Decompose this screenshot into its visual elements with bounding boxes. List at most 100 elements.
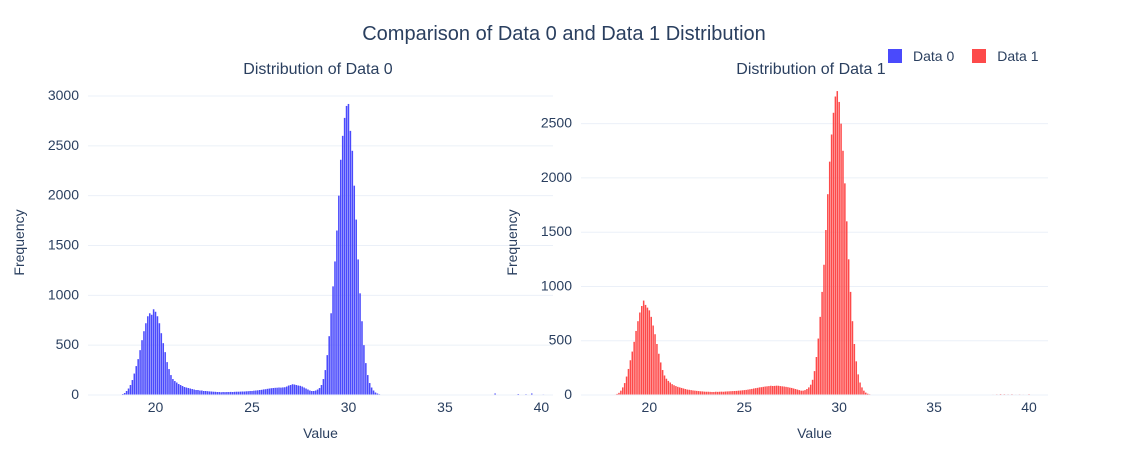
histogram-bar bbox=[214, 391, 217, 395]
histogram-bar bbox=[349, 130, 352, 395]
histogram-bar bbox=[633, 341, 635, 395]
histogram-bar bbox=[631, 351, 634, 395]
histogram-bar bbox=[705, 391, 708, 395]
histogram-bar bbox=[711, 391, 713, 395]
x-tick-label: 35 bbox=[926, 399, 942, 415]
histogram-bar bbox=[798, 390, 801, 395]
histogram-bar bbox=[123, 393, 126, 395]
histogram-bar bbox=[367, 375, 369, 395]
histogram-bar bbox=[857, 374, 859, 395]
histogram-bar bbox=[297, 385, 300, 395]
histogram-bar bbox=[764, 386, 766, 395]
histogram-bar bbox=[697, 391, 700, 395]
histogram-bar bbox=[762, 386, 764, 395]
histogram-bar bbox=[654, 334, 656, 395]
histogram-bar bbox=[703, 391, 706, 395]
histogram-bar bbox=[262, 389, 265, 395]
histogram-bar bbox=[622, 387, 624, 395]
legend-swatch-data-0 bbox=[888, 49, 902, 63]
histogram-bar bbox=[842, 150, 844, 395]
y-tick-label: 2000 bbox=[541, 169, 572, 185]
histogram-bar bbox=[351, 150, 354, 395]
histogram-bar bbox=[334, 261, 336, 395]
histogram-bar bbox=[804, 390, 806, 395]
legend: Data 0 Data 1 bbox=[888, 48, 1039, 64]
histogram-bar bbox=[648, 310, 651, 395]
histogram-bar bbox=[819, 316, 821, 395]
histogram-bar bbox=[314, 390, 317, 395]
histogram-bar bbox=[713, 391, 715, 395]
histogram-bar bbox=[659, 362, 662, 395]
histogram-bar bbox=[295, 385, 298, 395]
histogram-bar bbox=[806, 389, 808, 395]
histogram-bar bbox=[840, 123, 842, 396]
histogram-bar bbox=[237, 391, 240, 395]
histogram-bar bbox=[646, 307, 649, 395]
histogram-bar bbox=[197, 390, 199, 395]
histogram-bar bbox=[274, 387, 276, 395]
histogram-bar bbox=[684, 389, 687, 395]
histogram-bar bbox=[253, 390, 255, 395]
histogram-bar bbox=[365, 363, 367, 395]
histogram-bar bbox=[336, 230, 338, 395]
histogram-bar bbox=[181, 386, 184, 395]
histogram-bar bbox=[792, 388, 795, 395]
histogram-bar bbox=[709, 391, 711, 395]
histogram-bar bbox=[775, 385, 778, 395]
histogram-bar bbox=[730, 391, 732, 395]
histogram-bar bbox=[343, 117, 346, 395]
histogram-bar bbox=[148, 313, 151, 395]
y-axis-title: Frequency bbox=[504, 209, 520, 275]
histogram-bar bbox=[846, 221, 848, 395]
legend-item-data-0[interactable]: Data 0 bbox=[888, 48, 954, 64]
histogram-bar bbox=[235, 391, 238, 395]
histogram-bar bbox=[255, 390, 257, 395]
histogram-bar bbox=[289, 385, 292, 395]
histogram-bar bbox=[376, 393, 379, 395]
histogram-bar bbox=[770, 385, 772, 395]
histogram-bar bbox=[345, 105, 348, 395]
histogram-bar bbox=[233, 391, 236, 395]
histogram-bar bbox=[301, 386, 303, 395]
histogram-bar bbox=[753, 388, 755, 395]
histogram-bar bbox=[355, 219, 357, 395]
x-tick-label: 25 bbox=[244, 399, 260, 415]
y-tick-label: 1000 bbox=[48, 286, 79, 302]
subplot-title: Distribution of Data 0 bbox=[243, 61, 393, 78]
histogram-bar bbox=[783, 386, 785, 395]
histogram-bar bbox=[268, 388, 271, 395]
histogram-bar bbox=[825, 230, 827, 395]
histogram-bar bbox=[768, 386, 770, 395]
histogram-bar bbox=[307, 389, 309, 395]
histogram-bar bbox=[828, 161, 831, 395]
legend-label-data-1: Data 1 bbox=[997, 48, 1039, 64]
histogram-bar bbox=[785, 386, 787, 395]
histogram-bar bbox=[338, 195, 340, 395]
histogram-bar bbox=[847, 259, 850, 395]
histogram-bar bbox=[827, 194, 829, 395]
histogram-bar bbox=[316, 389, 319, 395]
histogram-bar bbox=[137, 359, 139, 395]
x-tick-label: 25 bbox=[736, 399, 752, 415]
histogram-bar bbox=[152, 309, 155, 395]
histogram-bar bbox=[817, 338, 820, 395]
y-tick-label: 1000 bbox=[541, 277, 572, 293]
histogram-bar bbox=[692, 390, 694, 395]
histogram-bar bbox=[718, 391, 721, 395]
histogram-bar bbox=[303, 387, 305, 395]
histogram-bar bbox=[800, 390, 802, 395]
histogram-bar bbox=[231, 392, 234, 395]
histogram-bar bbox=[625, 376, 628, 395]
x-axis-title: Value bbox=[797, 425, 832, 441]
histogram-bar bbox=[735, 390, 738, 395]
histogram-bar bbox=[671, 384, 673, 395]
histogram-bar bbox=[688, 389, 690, 395]
histogram-bar bbox=[272, 388, 274, 395]
legend-item-data-1[interactable]: Data 1 bbox=[972, 48, 1039, 64]
histogram-bar bbox=[629, 360, 632, 395]
histogram-bar bbox=[678, 387, 681, 395]
y-tick-label: 1500 bbox=[541, 223, 572, 239]
histogram-bar bbox=[332, 286, 334, 395]
histogram-bar bbox=[716, 391, 719, 395]
histogram-bar bbox=[771, 385, 774, 395]
